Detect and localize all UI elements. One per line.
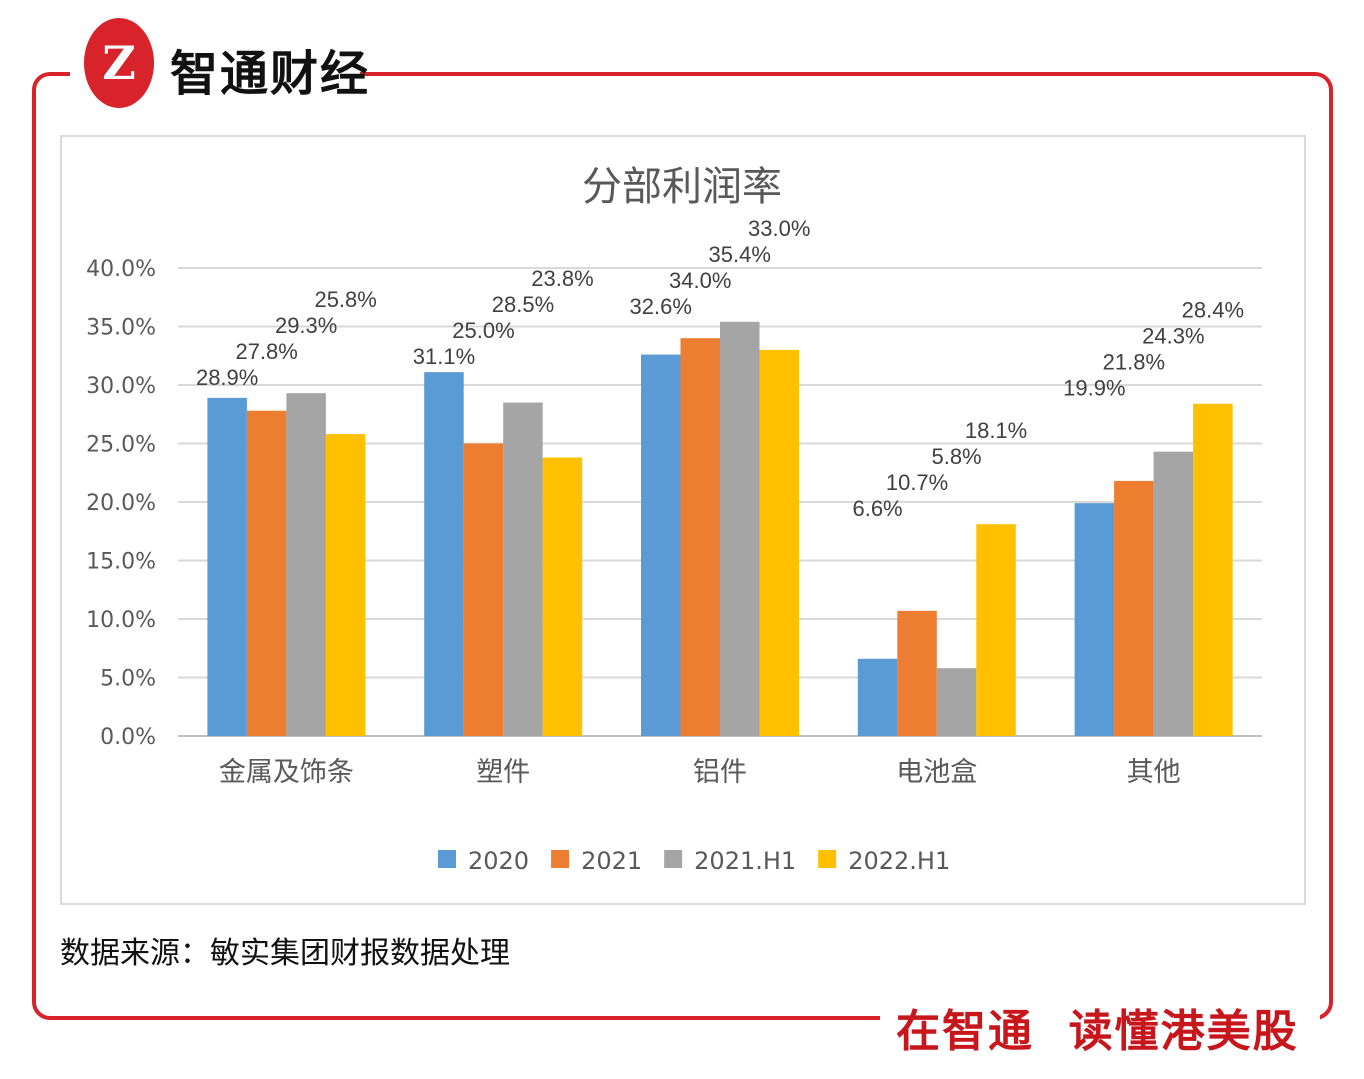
- bar: [759, 349, 799, 736]
- y-tick-label: 25.0%: [86, 433, 156, 458]
- brand-logo: Z: [84, 18, 154, 108]
- bar: [503, 402, 543, 736]
- data-label: 33.0%: [748, 216, 810, 241]
- legend-label: 2021: [581, 847, 642, 875]
- x-tick-label: 电池盒: [896, 757, 977, 788]
- data-label: 24.3%: [1142, 324, 1204, 349]
- legend-swatch: [438, 850, 456, 868]
- y-tick-label: 10.0%: [86, 608, 156, 633]
- y-tick-label: 40.0%: [86, 257, 156, 282]
- data-label: 28.4%: [1182, 298, 1244, 323]
- bar: [246, 410, 287, 736]
- x-tick-label: 塑件: [476, 757, 530, 788]
- legend-swatch: [818, 850, 837, 868]
- data-label: 6.6%: [852, 496, 902, 521]
- data-label: 28.9%: [196, 365, 258, 390]
- bar: [325, 434, 366, 736]
- y-tick-label: 20.0%: [86, 491, 156, 516]
- bar: [1074, 503, 1115, 736]
- data-label: 29.3%: [275, 313, 337, 338]
- bar: [680, 338, 720, 736]
- bar: [720, 321, 760, 736]
- bar: [424, 372, 464, 736]
- bar: [897, 610, 937, 736]
- legend-label: 2021.H1: [694, 847, 796, 875]
- chart-container: [60, 135, 1306, 905]
- bar: [976, 524, 1016, 736]
- y-tick-label: 15.0%: [86, 550, 156, 575]
- legend-label: 2020: [468, 847, 529, 875]
- bar: [207, 397, 247, 736]
- data-label: 23.8%: [531, 266, 593, 291]
- chart-title: 分部利润率: [582, 164, 782, 210]
- x-tick-label: 铝件: [693, 757, 747, 788]
- data-label: 21.8%: [1103, 350, 1165, 375]
- brand-slogan: 在智通 读懂港美股: [896, 1006, 1299, 1057]
- data-label: 31.1%: [413, 344, 475, 369]
- bar: [641, 354, 681, 736]
- bar: [1193, 403, 1233, 736]
- logo-mark: Z: [102, 36, 136, 90]
- legend-swatch: [664, 850, 683, 868]
- frame-border: [32, 72, 1333, 1020]
- bar: [542, 457, 583, 736]
- footer-background: [880, 990, 1320, 1060]
- data-label: 10.7%: [886, 470, 948, 495]
- data-label: 34.0%: [669, 268, 731, 293]
- data-label: 28.5%: [492, 292, 554, 317]
- brand-name: 智通财经: [170, 46, 371, 102]
- data-label: 5.8%: [931, 444, 981, 469]
- bar: [857, 658, 898, 736]
- bar: [936, 668, 977, 736]
- data-label: 35.4%: [709, 242, 771, 267]
- legend-swatch: [551, 850, 570, 868]
- y-tick-label: 5.0%: [100, 667, 156, 692]
- data-label: 19.9%: [1063, 376, 1125, 401]
- data-source: 数据来源：敏实集团财报数据处理: [60, 936, 510, 971]
- legend-label: 2022.H1: [848, 847, 950, 875]
- x-tick-label: 其他: [1127, 757, 1181, 788]
- data-label: 25.0%: [452, 318, 514, 343]
- bar: [1153, 451, 1194, 736]
- x-tick-label: 金属及饰条: [219, 757, 354, 788]
- y-tick-label: 30.0%: [86, 374, 156, 399]
- bar: [1114, 480, 1154, 736]
- data-label: 25.8%: [314, 287, 376, 312]
- data-label: 27.8%: [235, 339, 297, 364]
- data-label: 18.1%: [965, 418, 1027, 443]
- bar: [286, 393, 326, 736]
- bar: [463, 443, 504, 736]
- y-tick-label: 35.0%: [86, 316, 156, 341]
- y-tick-label: 0.0%: [100, 725, 156, 750]
- data-label: 32.6%: [630, 294, 692, 319]
